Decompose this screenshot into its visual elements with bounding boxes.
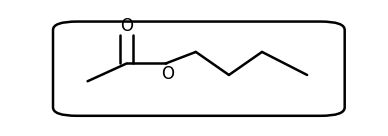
Text: O: O: [120, 17, 133, 35]
Text: O: O: [161, 65, 174, 83]
FancyBboxPatch shape: [53, 21, 345, 116]
